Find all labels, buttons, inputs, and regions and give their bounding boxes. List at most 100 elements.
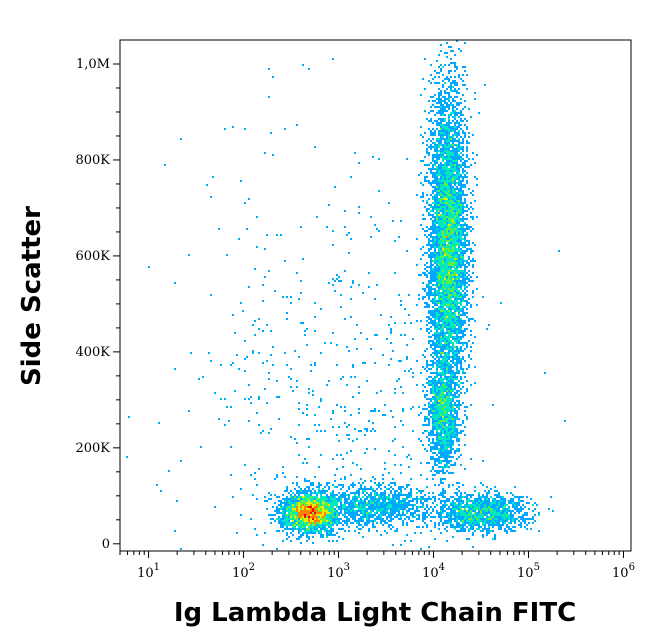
density-point — [470, 504, 472, 506]
density-point — [318, 490, 320, 492]
density-point — [326, 534, 328, 536]
density-point — [312, 518, 314, 520]
density-point — [450, 178, 452, 180]
density-point — [394, 494, 396, 496]
density-point — [466, 172, 468, 174]
density-point — [490, 512, 492, 514]
density-point — [450, 374, 452, 376]
density-point — [474, 516, 476, 518]
density-point — [444, 366, 446, 368]
density-point — [444, 310, 446, 312]
density-point — [322, 520, 324, 522]
density-point — [440, 378, 442, 380]
density-point — [446, 258, 448, 260]
density-point — [358, 506, 360, 508]
density-point — [458, 190, 460, 192]
density-point — [442, 240, 444, 242]
density-point — [456, 508, 458, 510]
density-point — [498, 520, 500, 522]
density-point — [356, 500, 358, 502]
density-point — [454, 394, 456, 396]
density-point — [392, 526, 394, 528]
density-point — [432, 378, 434, 380]
density-point — [444, 426, 446, 428]
density-point — [368, 514, 370, 516]
density-point — [462, 80, 464, 82]
density-point — [464, 124, 466, 126]
density-point — [472, 502, 474, 504]
density-point — [440, 234, 442, 236]
density-point — [526, 524, 528, 526]
density-point — [422, 502, 424, 504]
density-point — [444, 430, 446, 432]
density-point — [456, 350, 458, 352]
density-point — [282, 512, 284, 514]
density-point — [438, 158, 440, 160]
density-point — [442, 364, 444, 366]
density-point — [438, 154, 440, 156]
density-point — [458, 512, 460, 514]
density-point — [298, 504, 300, 506]
density-point — [384, 508, 386, 510]
density-point — [276, 518, 278, 520]
density-point — [446, 336, 448, 338]
density-point — [468, 166, 470, 168]
density-point — [326, 498, 328, 500]
density-point — [450, 222, 452, 224]
density-point — [500, 516, 502, 518]
density-point — [448, 438, 450, 440]
density-point — [452, 422, 454, 424]
density-point — [524, 514, 526, 516]
density-point — [444, 398, 446, 400]
density-point — [452, 220, 454, 222]
density-point — [448, 46, 450, 48]
density-point — [312, 502, 314, 504]
density-point — [428, 412, 430, 414]
density-point — [438, 264, 440, 266]
density-point — [466, 380, 468, 382]
density-point — [448, 376, 450, 378]
density-point — [458, 250, 460, 252]
density-point — [424, 178, 426, 180]
density-point — [436, 198, 438, 200]
density-point — [434, 200, 436, 202]
density-point — [458, 280, 460, 282]
density-point — [298, 494, 300, 496]
density-point — [420, 500, 422, 502]
density-point — [458, 158, 460, 160]
density-point — [438, 418, 440, 420]
density-point — [396, 508, 398, 510]
density-point — [396, 494, 398, 496]
density-point — [450, 162, 452, 164]
density-point — [354, 492, 356, 494]
density-point — [438, 466, 440, 468]
density-point — [368, 518, 370, 520]
density-point — [446, 446, 448, 448]
density-point — [382, 524, 384, 526]
density-point — [352, 522, 354, 524]
density-point — [326, 514, 328, 516]
density-point — [358, 482, 360, 484]
density-point — [438, 150, 440, 152]
density-point — [302, 500, 304, 502]
density-point — [480, 518, 482, 520]
density-point — [448, 220, 450, 222]
density-point — [428, 508, 430, 510]
density-point — [450, 310, 452, 312]
density-point — [456, 342, 458, 344]
density-point — [498, 494, 500, 496]
density-point — [376, 510, 378, 512]
density-point — [352, 482, 354, 484]
density-point — [430, 442, 432, 444]
density-point — [444, 460, 446, 462]
density-point — [470, 494, 472, 496]
density-point — [426, 362, 428, 364]
density-point — [324, 524, 326, 526]
density-point — [446, 254, 448, 256]
density-point — [430, 148, 432, 150]
density-point — [456, 308, 458, 310]
density-point — [460, 210, 462, 212]
density-point — [324, 530, 326, 532]
density-point — [426, 394, 428, 396]
density-point — [378, 510, 380, 512]
